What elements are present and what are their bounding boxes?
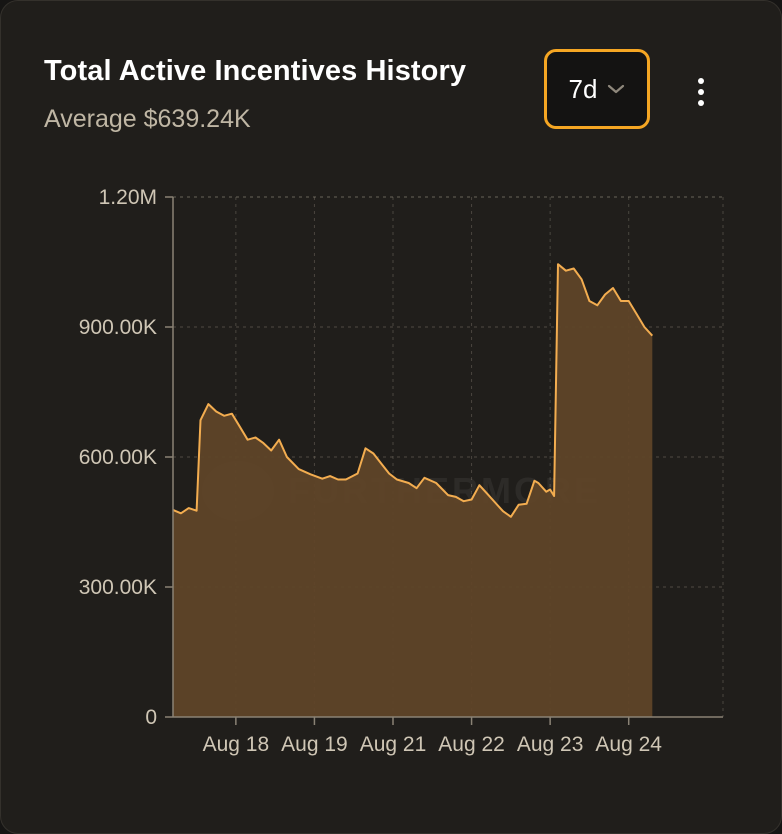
- range-dropdown[interactable]: 7d: [544, 49, 650, 129]
- x-tick-label: Aug 19: [281, 733, 348, 756]
- average-subtitle: Average $639.24K: [44, 105, 251, 133]
- x-tick-label: Aug 24: [595, 733, 662, 756]
- chart-series: [172, 263, 654, 717]
- chart-title: Total Active Incentives History: [44, 55, 467, 87]
- more-options-button[interactable]: [687, 75, 715, 109]
- range-dropdown-label: 7d: [568, 73, 598, 104]
- x-tick-label: Aug 18: [203, 733, 270, 756]
- series-area: [173, 264, 653, 717]
- y-tick-label: 0: [145, 706, 157, 729]
- chart-axes: 0 300.00K 600.00K 900.00K 1.20M Aug 18 Aug 19 A…: [79, 186, 723, 756]
- x-tick-label: Aug 21: [360, 733, 427, 756]
- y-tick-label: 300.00K: [79, 576, 157, 599]
- chevron-down-icon: [608, 84, 625, 94]
- y-tick-label: 900.00K: [79, 316, 157, 339]
- y-tick-label: 600.00K: [79, 446, 157, 469]
- x-tick-label: Aug 23: [517, 733, 584, 756]
- x-tick-label: Aug 22: [438, 733, 505, 756]
- series-line: [172, 263, 654, 518]
- vertical-dots-icon: [698, 78, 704, 84]
- y-tick-label: 1.20M: [99, 186, 157, 209]
